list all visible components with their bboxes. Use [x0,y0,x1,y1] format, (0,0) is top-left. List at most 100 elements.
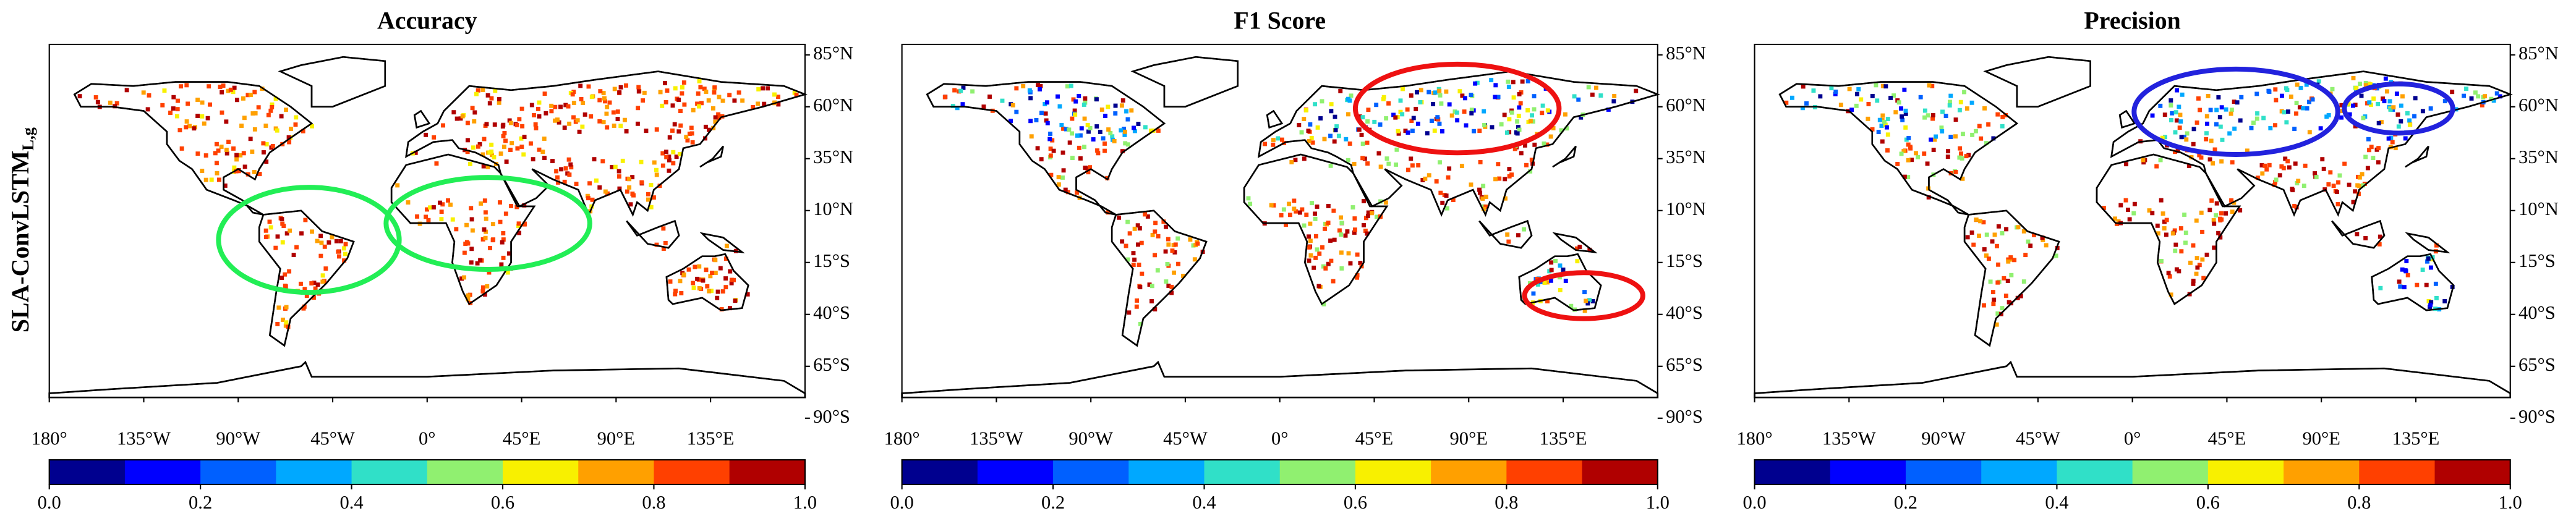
raster-cell [1925,161,1930,166]
raster-cell [569,165,574,170]
raster-cell [1085,166,1090,171]
raster-cell [2489,96,2494,101]
raster-cell [1451,198,1456,203]
raster-cell [1036,83,1041,88]
raster-cell [1400,112,1405,117]
raster-cell [2426,299,2431,303]
raster-cell [1884,125,1889,130]
raster-cell [708,274,713,279]
raster-cell [320,279,325,284]
raster-cell [603,189,608,194]
raster-cell [728,269,733,274]
raster-cell [1381,96,1386,101]
coastline-outline [278,56,386,108]
raster-cell [661,247,666,251]
raster-cell [480,88,485,93]
raster-cell [2132,201,2137,206]
raster-cell [491,237,496,242]
raster-cell [2407,118,2412,123]
raster-cell [501,122,506,127]
coastline-outline [48,361,806,399]
raster-cell [162,88,167,93]
raster-cell [484,122,489,127]
raster-cell [472,110,477,115]
raster-cell [2206,93,2211,98]
raster-cell [1302,117,1307,122]
raster-cell [597,98,602,103]
colorbar-segment [2359,460,2436,485]
raster-cell [2218,235,2223,240]
raster-cell [1899,106,1904,111]
raster-cell [2353,189,2358,194]
raster-cell [566,104,571,109]
raster-cell [2266,88,2271,93]
raster-cell [1880,139,1885,144]
raster-cell [586,84,591,89]
raster-cell [1010,103,1015,108]
lat-tick-label: 15°S [2518,250,2556,271]
raster-cell [413,150,418,155]
raster-cell [1072,108,1077,113]
raster-cell [1504,130,1509,135]
raster-cell [1091,137,1096,142]
raster-cell [1009,119,1013,124]
raster-cell [2197,263,2202,268]
raster-cell [1611,99,1616,104]
lat-tick-label: 65°S [2518,354,2556,375]
raster-cell [1161,219,1166,224]
raster-cell [2197,153,2202,158]
raster-cell [663,80,667,85]
raster-cell [613,164,618,169]
raster-cell [1540,111,1545,116]
raster-cell [2208,108,2213,112]
raster-cell [1838,103,1843,108]
highlight-ellipse [1522,270,1645,321]
raster-cell [1528,119,1533,124]
raster-cell [2336,180,2341,185]
raster-cell [270,102,275,107]
raster-cell [1170,248,1175,253]
raster-cell [1435,115,1440,120]
raster-cell [1593,85,1598,90]
raster-cell [514,122,519,127]
raster-cell [1315,125,1320,130]
raster-cell [1957,108,1962,112]
raster-cell [1365,214,1370,219]
raster-cell [2245,148,2250,153]
colorbar-tick-label: 0.2 [189,492,212,513]
raster-cell [695,276,700,281]
raster-cell [1086,129,1091,134]
raster-cell [1056,175,1061,180]
raster-cell [1195,241,1200,246]
raster-cell [2400,94,2405,99]
raster-cell [1522,143,1527,148]
raster-cell [1014,109,1019,114]
raster-cell [745,292,750,297]
colorbar-segment [49,460,126,485]
raster-cell [2494,91,2499,96]
raster-cell [2162,219,2167,224]
raster-cell [2376,160,2381,165]
raster-cell [1077,93,1081,98]
raster-cell [2301,106,2306,111]
raster-cell [2393,146,2398,151]
raster-cell [537,147,542,152]
raster-cell [1135,223,1140,228]
raster-cell [1918,95,1923,99]
raster-cell [2399,103,2403,108]
raster-cell [706,127,711,132]
raster-cell [697,104,701,109]
raster-cell [1804,101,1809,106]
raster-cell [252,169,257,174]
raster-cell [2158,103,2163,108]
raster-cell [219,145,224,149]
raster-cell [673,86,678,91]
raster-cell [1323,226,1327,231]
raster-cell [716,112,721,117]
lon-tick-label: 0° [419,428,436,449]
raster-cell [2172,150,2177,154]
raster-cell [1970,132,1975,137]
raster-cell [1948,135,1953,139]
raster-cell [2219,159,2224,164]
lat-tick-label: 10°N [813,198,853,219]
